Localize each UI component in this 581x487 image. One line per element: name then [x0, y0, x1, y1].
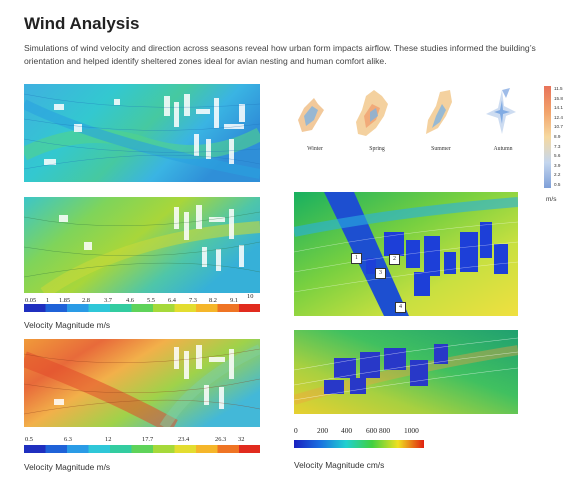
- wind-map-3: [24, 339, 260, 427]
- colorbar-2-tick: 12: [105, 436, 112, 443]
- rose-legend-tick: 2.2: [554, 172, 561, 178]
- marker-4: 4: [395, 302, 406, 313]
- colorbar-2-tick: 17.7: [142, 436, 154, 443]
- rose-legend-tick: 0.5: [554, 182, 561, 187]
- colorbar-1-tick: 6.4: [168, 297, 176, 304]
- rose-legend-tick: 10.7: [554, 124, 563, 130]
- colorbar-1-tick: 1.85: [59, 297, 71, 304]
- colorbar-3-tick: 400: [341, 426, 353, 435]
- colorbar-1-tick: 3.7: [104, 297, 112, 304]
- rose-legend-tick: 7.3: [554, 143, 561, 149]
- rose-legend-tick: 8.9: [554, 134, 561, 139]
- rose-label-summer: Summer: [431, 146, 451, 152]
- rose-legend-tick: 15.8: [554, 95, 563, 101]
- rose-legend-tick: 11.5: [554, 86, 563, 91]
- colorbar-3: [294, 440, 424, 448]
- rose-legend-unit: m/s: [546, 196, 557, 203]
- colorbar-1-tick: 0.05: [25, 297, 37, 304]
- wind-rose-winter: [288, 90, 340, 142]
- wind-map-1: [24, 84, 260, 182]
- marker-3: 3: [375, 268, 386, 279]
- colorbar-1-tick: 4.6: [126, 297, 134, 304]
- colorbar-2-caption: Velocity Magnitude m/s: [24, 462, 111, 472]
- colorbar-2: [24, 445, 260, 453]
- colorbar-2-tick: 32: [238, 436, 245, 443]
- rose-legend-tick: 12.4: [554, 114, 563, 120]
- rose-legend-tick: 3.9: [554, 162, 561, 168]
- page-title: Wind Analysis: [24, 14, 140, 33]
- wind-rose-autumn: [476, 84, 528, 142]
- colorbar-2-tick: 23.4: [178, 436, 190, 443]
- colorbar-1-tick: 7.3: [189, 297, 197, 304]
- rose-legend-tick: 14.1: [554, 105, 563, 111]
- cfd-3d-view-2: [294, 330, 518, 414]
- wind-map-2: [24, 197, 260, 293]
- rose-legend-bar: [544, 86, 551, 188]
- colorbar-1-tick: 9.1: [230, 297, 238, 304]
- marker-2: 2: [389, 254, 400, 265]
- rose-label-spring: Spring: [369, 146, 385, 152]
- colorbar-1-tick: 8.2: [209, 297, 217, 304]
- colorbar-3-tick: 600: [366, 426, 378, 435]
- colorbar-1-tick: 5.5: [147, 297, 155, 304]
- colorbar-3-tick: 0: [294, 426, 298, 435]
- colorbar-1-caption: Velocity Magnitude m/s: [24, 320, 111, 330]
- colorbar-2-tick: 0.5: [25, 436, 33, 443]
- colorbar-1: [24, 304, 260, 312]
- colorbar-1-tick: 10: [247, 293, 254, 300]
- rose-legend-tick: 5.6: [554, 153, 561, 159]
- page-description: Simulations of wind velocity and directi…: [24, 43, 536, 66]
- colorbar-1-tick: 2.8: [82, 297, 90, 304]
- rose-label-autumn: Autumn: [493, 146, 513, 152]
- colorbar-3-tick: 1000: [404, 426, 419, 435]
- colorbar-2-tick: 26.3: [215, 436, 227, 443]
- colorbar-3-tick: 200: [317, 426, 329, 435]
- colorbar-2-tick: 6.3: [64, 436, 72, 443]
- colorbar-1-tick: 1: [46, 297, 50, 304]
- marker-1: 1: [351, 253, 362, 264]
- colorbar-3-tick: 800: [379, 426, 391, 435]
- colorbar-3-caption: Velocity Magnitude cm/s: [294, 460, 385, 470]
- wind-rose-summer: [414, 84, 466, 142]
- rose-label-winter: Winter: [307, 146, 323, 152]
- cfd-3d-view-1: [294, 192, 518, 316]
- wind-rose-spring: [348, 84, 404, 142]
